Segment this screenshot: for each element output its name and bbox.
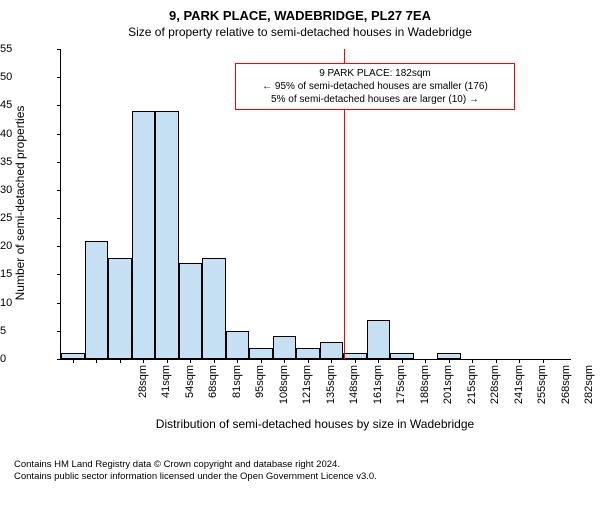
- y-tick-mark: [57, 218, 61, 219]
- histogram-bar: [296, 348, 320, 359]
- y-tick-label: 10: [0, 297, 54, 309]
- y-tick-label: 50: [0, 71, 54, 83]
- y-tick-mark: [57, 190, 61, 191]
- x-tick-label: 81sqm: [231, 365, 243, 425]
- x-tick-mark: [519, 359, 520, 363]
- annotation-line-2: ← 95% of semi-detached houses are smalle…: [242, 80, 508, 93]
- histogram-bar: [226, 331, 250, 359]
- annotation-line-1: 9 PARK PLACE: 182sqm: [242, 67, 508, 80]
- histogram-bar: [367, 320, 391, 359]
- y-tick-mark: [57, 49, 61, 50]
- x-tick-mark: [449, 359, 450, 363]
- x-tick-mark: [331, 359, 332, 363]
- x-tick-mark: [261, 359, 262, 363]
- histogram-bar: [155, 111, 179, 359]
- chart-title-main: 9, PARK PLACE, WADEBRIDGE, PL27 7EA: [0, 8, 600, 23]
- x-tick-label: 188sqm: [419, 365, 431, 425]
- x-tick-label: 255sqm: [536, 365, 548, 425]
- x-tick-mark: [190, 359, 191, 363]
- chart-title-sub: Size of property relative to semi-detach…: [0, 25, 600, 39]
- y-tick-mark: [57, 246, 61, 247]
- x-tick-mark: [355, 359, 356, 363]
- x-tick-mark: [120, 359, 121, 363]
- x-tick-label: 201sqm: [442, 365, 454, 425]
- x-tick-label: 28sqm: [137, 365, 149, 425]
- y-tick-mark: [57, 134, 61, 135]
- x-tick-mark: [143, 359, 144, 363]
- footer-line-1: Contains HM Land Registry data © Crown c…: [14, 459, 600, 471]
- x-tick-label: 135sqm: [325, 365, 337, 425]
- y-tick-label: 30: [0, 184, 54, 196]
- plot-area: 9 PARK PLACE: 182sqm← 95% of semi-detach…: [60, 49, 571, 360]
- x-tick-mark: [73, 359, 74, 363]
- y-tick-label: 15: [0, 268, 54, 280]
- y-tick-label: 0: [0, 353, 54, 365]
- x-tick-mark: [237, 359, 238, 363]
- y-tick-label: 45: [0, 99, 54, 111]
- chart-container: Number of semi-detached properties 9 PAR…: [0, 39, 600, 459]
- x-tick-label: 282sqm: [583, 365, 595, 425]
- footer-line-2: Contains public sector information licen…: [14, 471, 600, 483]
- x-tick-mark: [402, 359, 403, 363]
- y-tick-label: 55: [0, 43, 54, 55]
- x-tick-mark: [378, 359, 379, 363]
- x-tick-mark: [543, 359, 544, 363]
- histogram-bar: [249, 348, 273, 359]
- y-tick-mark: [57, 359, 61, 360]
- y-tick-mark: [57, 77, 61, 78]
- y-tick-mark: [57, 303, 61, 304]
- x-tick-label: 54sqm: [184, 365, 196, 425]
- x-tick-label: 161sqm: [372, 365, 384, 425]
- histogram-bar: [320, 342, 344, 359]
- histogram-bar: [273, 336, 297, 359]
- x-tick-label: 148sqm: [348, 365, 360, 425]
- x-tick-mark: [284, 359, 285, 363]
- annotation-line-3: 5% of semi-detached houses are larger (1…: [242, 93, 508, 106]
- y-tick-label: 40: [0, 128, 54, 140]
- y-tick-label: 25: [0, 212, 54, 224]
- y-tick-mark: [57, 162, 61, 163]
- x-tick-mark: [308, 359, 309, 363]
- histogram-bar: [179, 263, 203, 359]
- x-tick-label: 175sqm: [395, 365, 407, 425]
- y-tick-mark: [57, 274, 61, 275]
- y-tick-label: 35: [0, 156, 54, 168]
- histogram-bar: [108, 258, 132, 359]
- x-tick-mark: [167, 359, 168, 363]
- x-tick-mark: [496, 359, 497, 363]
- y-tick-mark: [57, 331, 61, 332]
- histogram-bar: [85, 241, 109, 359]
- x-tick-mark: [425, 359, 426, 363]
- x-tick-label: 121sqm: [301, 365, 313, 425]
- y-tick-label: 20: [0, 240, 54, 252]
- x-tick-label: 268sqm: [560, 365, 572, 425]
- footer-attribution: Contains HM Land Registry data © Crown c…: [0, 459, 600, 484]
- x-tick-label: 95sqm: [254, 365, 266, 425]
- x-tick-mark: [472, 359, 473, 363]
- x-tick-label: 228sqm: [489, 365, 501, 425]
- x-tick-label: 41sqm: [160, 365, 172, 425]
- x-tick-label: 68sqm: [207, 365, 219, 425]
- annotation-box: 9 PARK PLACE: 182sqm← 95% of semi-detach…: [235, 63, 515, 110]
- histogram-bar: [132, 111, 156, 359]
- x-tick-mark: [96, 359, 97, 363]
- x-tick-label: 108sqm: [278, 365, 290, 425]
- x-tick-label: 215sqm: [466, 365, 478, 425]
- y-tick-mark: [57, 105, 61, 106]
- x-tick-mark: [214, 359, 215, 363]
- x-tick-label: 241sqm: [513, 365, 525, 425]
- histogram-bar: [202, 258, 226, 359]
- y-tick-label: 5: [0, 325, 54, 337]
